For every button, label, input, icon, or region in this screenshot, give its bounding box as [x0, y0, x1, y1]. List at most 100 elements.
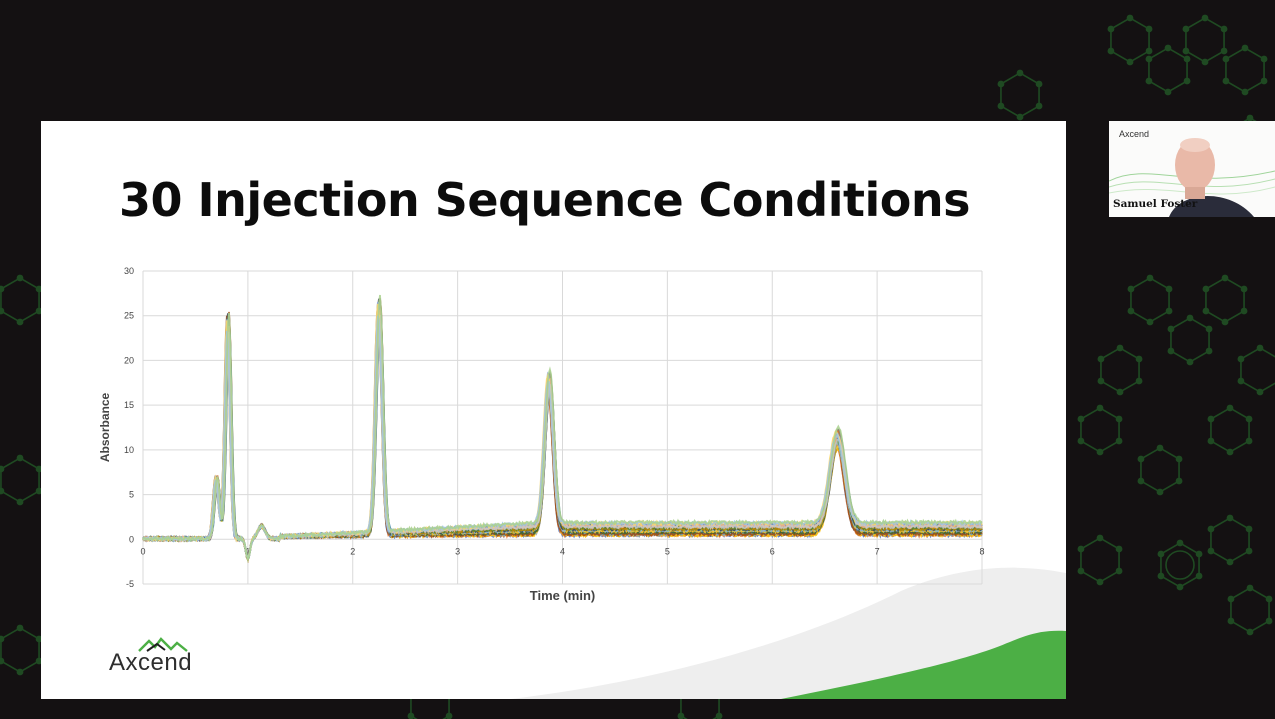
molecule-node: [1182, 25, 1190, 33]
molecule-node: [1207, 547, 1215, 555]
molecule-node: [1182, 47, 1190, 55]
molecule-node: [1116, 344, 1124, 352]
molecule-node: [1245, 437, 1253, 445]
molecule-node: [677, 712, 685, 719]
molecule-node: [1240, 307, 1248, 315]
molecule-node: [1097, 355, 1105, 363]
hexagon-shape: [1080, 407, 1120, 453]
chromatogram-chart: 0 1 2 3 4 5 6 7 8 -5 0 5 10 15 20 25 30 Time (min) Absorba…: [98, 266, 985, 603]
molecule-node: [1035, 102, 1043, 110]
x-tick-label: 7: [875, 546, 880, 556]
y-axis-label: Absorbance: [98, 393, 112, 463]
molecule-node: [1135, 377, 1143, 385]
molecule-node: [1202, 285, 1210, 293]
molecule-node: [1265, 617, 1273, 625]
y-tick-label: 10: [124, 445, 134, 455]
molecule-node: [0, 635, 5, 643]
molecule-node: [1157, 572, 1165, 580]
molecule-node: [35, 657, 43, 665]
y-tick-label: -5: [126, 579, 134, 589]
molecule-node: [1226, 558, 1234, 566]
molecule-node: [1146, 318, 1154, 326]
y-tick-label: 30: [124, 266, 134, 276]
molecule-node: [1016, 69, 1024, 77]
molecule-node: [1241, 88, 1249, 96]
molecule-node: [1116, 388, 1124, 396]
molecule-node: [997, 80, 1005, 88]
x-axis-label: Time (min): [530, 588, 596, 603]
molecule-node: [1165, 307, 1173, 315]
molecule-node: [1096, 578, 1104, 586]
molecule-node: [1115, 415, 1123, 423]
axcend-logo: Axcend: [109, 637, 229, 677]
tile-logo-wordmark: Axcend: [1119, 129, 1150, 139]
molecule-node: [1175, 477, 1183, 485]
molecule-node: [1097, 377, 1105, 385]
molecule-node: [1176, 539, 1184, 547]
molecule-node: [1164, 88, 1172, 96]
mountain-logo-icon: [138, 637, 188, 652]
molecule-node: [1222, 55, 1230, 63]
molecule-node: [1246, 628, 1254, 636]
molecule-node: [1135, 355, 1143, 363]
x-tick-label: 0: [140, 546, 145, 556]
y-tick-label: 25: [124, 311, 134, 321]
molecule-node: [1127, 285, 1135, 293]
molecule-node: [35, 285, 43, 293]
molecule-node: [1186, 358, 1194, 366]
ring-shape: [1165, 550, 1195, 580]
molecule-node: [1183, 55, 1191, 63]
molecule-node: [1237, 377, 1245, 385]
molecule-node: [0, 307, 5, 315]
molecule-node: [1220, 47, 1228, 55]
molecule-node: [445, 712, 453, 719]
molecule-node: [0, 465, 5, 473]
molecule-node: [1221, 274, 1229, 282]
hexagon-shape: [0, 457, 40, 503]
y-tick-label: 15: [124, 400, 134, 410]
molecule-node: [1226, 404, 1234, 412]
molecule-node: [0, 285, 5, 293]
molecule-node: [1245, 547, 1253, 555]
participant-video-tile[interactable]: Axcend Samuel Foster: [1109, 121, 1275, 217]
molecule-node: [997, 102, 1005, 110]
x-tick-label: 5: [665, 546, 670, 556]
molecule-node: [1145, 25, 1153, 33]
y-tick-label: 5: [129, 490, 134, 500]
molecule-node: [1127, 307, 1135, 315]
hexagon-shape: [1148, 47, 1188, 93]
chromatogram-series-line: [142, 294, 983, 564]
molecule-node: [1175, 455, 1183, 463]
molecule-node: [1227, 617, 1235, 625]
molecule-node: [1096, 534, 1104, 542]
molecule-node: [1146, 274, 1154, 282]
video-background: [1109, 138, 1275, 217]
molecule-node: [1256, 388, 1264, 396]
molecule-node: [35, 635, 43, 643]
molecule-node: [1176, 583, 1184, 591]
molecule-node: [1077, 415, 1085, 423]
molecule-node: [1265, 595, 1273, 603]
x-tick-label: 2: [350, 546, 355, 556]
molecule-node: [1241, 44, 1249, 52]
molecule-node: [35, 307, 43, 315]
molecule-node: [1077, 567, 1085, 575]
molecule-node: [1107, 47, 1115, 55]
molecule-node: [1165, 285, 1173, 293]
molecule-node: [1167, 325, 1175, 333]
molecule-node: [1115, 545, 1123, 553]
molecule-node: [1240, 285, 1248, 293]
molecule-node: [1207, 525, 1215, 533]
molecule-node: [1246, 114, 1254, 122]
hexagon-shape: [1080, 537, 1120, 583]
hexagon-shape: [1000, 72, 1040, 118]
hexagon-shape: [1210, 517, 1250, 563]
molecule-node: [1145, 77, 1153, 85]
molecule-node: [1201, 14, 1209, 22]
molecule-node: [1167, 347, 1175, 355]
hexagon-shape: [1210, 407, 1250, 453]
molecule-node: [1260, 55, 1268, 63]
x-tick-label: 4: [560, 546, 565, 556]
molecule-node: [1195, 550, 1203, 558]
